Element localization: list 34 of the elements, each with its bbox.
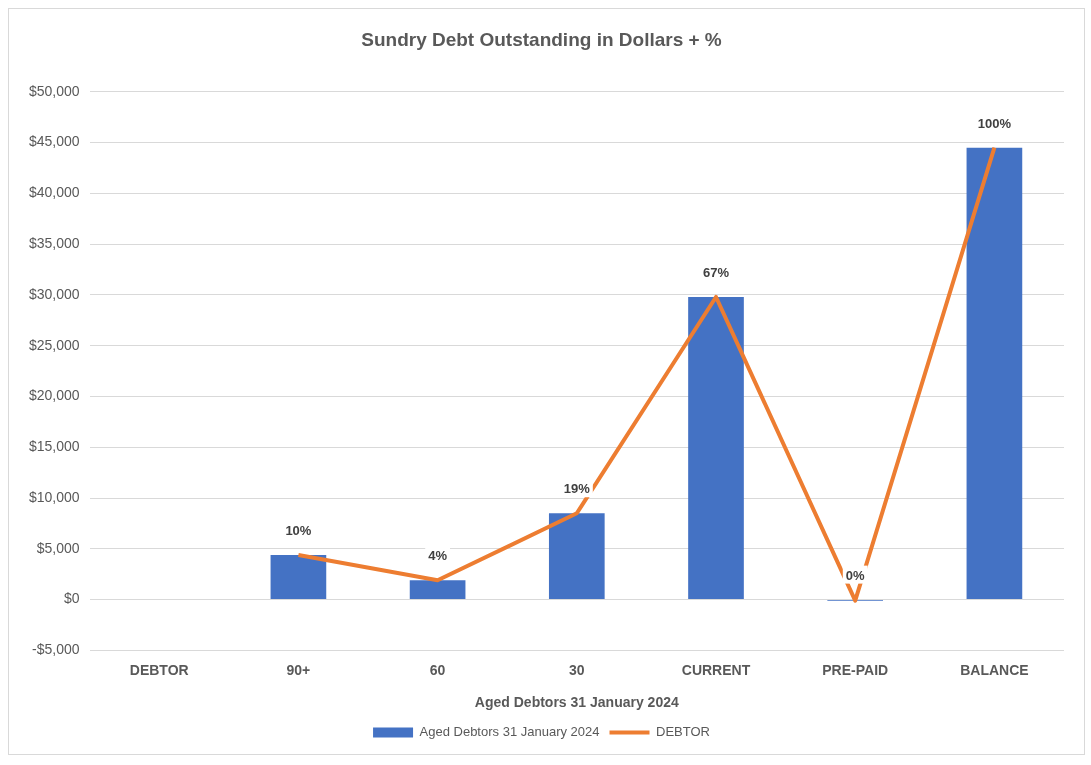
annotation: 0% <box>845 567 866 583</box>
legend-label: Aged Debtors 31 January 2024 <box>419 724 600 740</box>
bar <box>270 554 327 600</box>
legend-label: DEBTOR <box>656 724 710 740</box>
y-tick-label: $30,000 <box>29 285 80 302</box>
y-tick-label: -$5,000 <box>32 641 80 658</box>
annotation: 67% <box>702 265 730 281</box>
x-tick-label: CURRENT <box>681 661 751 678</box>
x-axis-title: Aged Debtors 31 January 2024 <box>474 694 679 711</box>
x-tick-label: 90+ <box>286 661 311 678</box>
x-tick-label: BALANCE <box>960 661 1029 678</box>
y-tick-label: $20,000 <box>29 387 80 404</box>
y-tick-label: $50,000 <box>29 82 80 99</box>
x-tick-label: PRE-PAID <box>822 661 889 678</box>
annotation: 100% <box>977 115 1012 131</box>
bar <box>688 296 744 600</box>
annotation: 4% <box>428 548 448 564</box>
y-tick-label: $10,000 <box>29 488 80 505</box>
y-tick-label: $5,000 <box>36 539 80 556</box>
y-tick-label: $35,000 <box>29 235 80 251</box>
x-tick-label: 30 <box>569 661 585 678</box>
annotation: 19% <box>563 481 591 497</box>
bar <box>966 147 1023 600</box>
y-tick-label: $40,000 <box>29 184 80 201</box>
bar <box>548 513 605 600</box>
bar <box>409 580 466 600</box>
y-tick-label: $45,000 <box>29 133 80 150</box>
x-tick-label: 60 <box>429 661 446 678</box>
x-tick-label: DEBTOR <box>129 661 189 678</box>
y-tick-label: $25,000 <box>29 336 80 353</box>
annotation: 10% <box>285 523 312 539</box>
y-tick-label: $0 <box>64 590 80 607</box>
y-tick-label: $15,000 <box>29 438 80 455</box>
chart-title: Sundry Debt Outstanding in Dollars + % <box>361 28 722 50</box>
